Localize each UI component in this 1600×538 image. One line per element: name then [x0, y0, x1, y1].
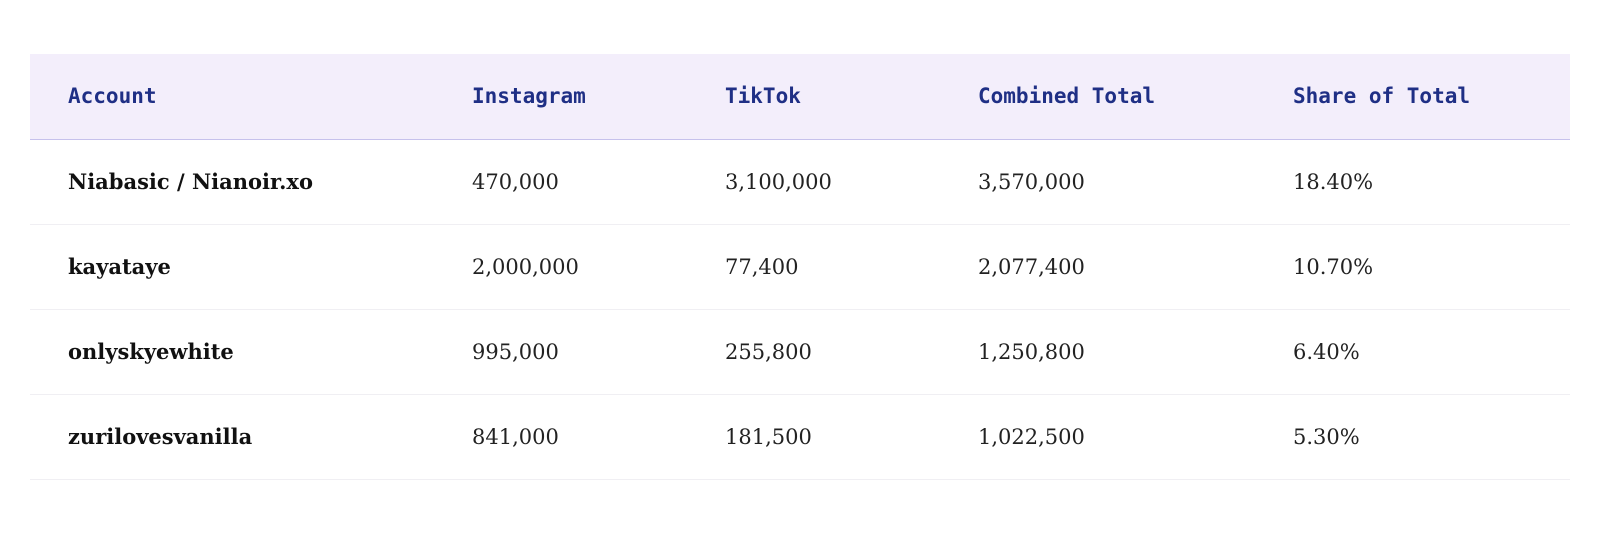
cell-instagram: 2,000,000: [472, 254, 579, 279]
column-header-account[interactable]: Account: [30, 54, 472, 140]
cell-instagram: 841,000: [472, 424, 559, 449]
cell-combined-total: 1,250,800: [978, 339, 1085, 364]
header-row: Account Instagram TikTok Combined Total …: [30, 54, 1570, 140]
cell-combined-total: 2,077,400: [978, 254, 1085, 279]
cell-tiktok: 77,400: [725, 254, 799, 279]
table-row: Niabasic / Nianoir.xo 470,000 3,100,000 …: [30, 139, 1570, 224]
table-header: Account Instagram TikTok Combined Total …: [30, 54, 1570, 140]
cell-combined-total: 3,570,000: [978, 169, 1085, 194]
cell-share-of-total: 6.40%: [1293, 339, 1360, 364]
data-table-container: Account Instagram TikTok Combined Total …: [30, 54, 1570, 480]
cell-instagram: 470,000: [472, 169, 559, 194]
column-header-combined-total[interactable]: Combined Total: [978, 54, 1293, 140]
cell-tiktok: 3,100,000: [725, 169, 832, 194]
cell-share-of-total: 10.70%: [1293, 254, 1374, 279]
cell-combined-total: 1,022,500: [978, 424, 1085, 449]
cell-account: kayataye: [68, 254, 171, 279]
cell-account: Niabasic / Nianoir.xo: [68, 169, 313, 194]
table-row: kayataye 2,000,000 77,400 2,077,400 10.7…: [30, 224, 1570, 309]
table-body: Niabasic / Nianoir.xo 470,000 3,100,000 …: [30, 139, 1570, 479]
cell-account: zurilovesvanilla: [68, 424, 253, 449]
cell-share-of-total: 18.40%: [1293, 169, 1374, 194]
column-header-share-of-total[interactable]: Share of Total: [1293, 54, 1570, 140]
column-header-instagram[interactable]: Instagram: [472, 54, 725, 140]
table-row: onlyskyewhite 995,000 255,800 1,250,800 …: [30, 309, 1570, 394]
cell-instagram: 995,000: [472, 339, 559, 364]
table-row: zurilovesvanilla 841,000 181,500 1,022,5…: [30, 394, 1570, 479]
column-header-tiktok[interactable]: TikTok: [725, 54, 978, 140]
accounts-table: Account Instagram TikTok Combined Total …: [30, 54, 1570, 480]
cell-account: onlyskyewhite: [68, 339, 234, 364]
cell-share-of-total: 5.30%: [1293, 424, 1360, 449]
cell-tiktok: 181,500: [725, 424, 812, 449]
cell-tiktok: 255,800: [725, 339, 812, 364]
